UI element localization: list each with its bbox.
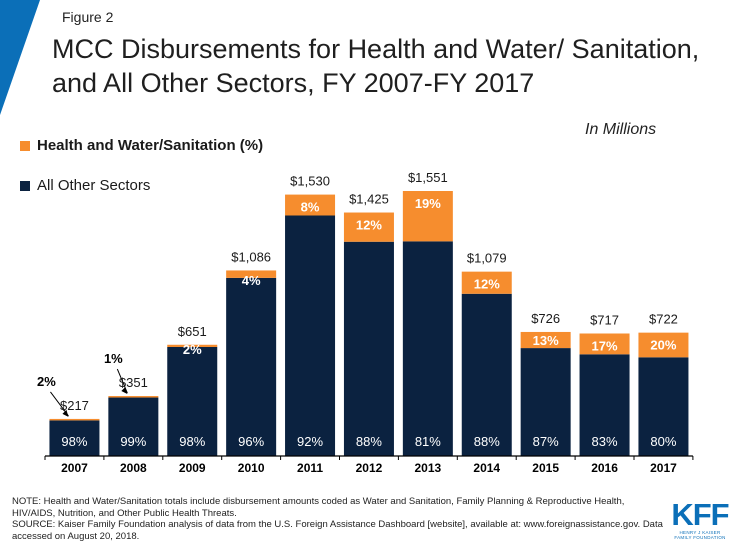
legend-item-health: Health and Water/Sanitation (%)	[20, 137, 263, 154]
bar-other-2013	[402, 241, 453, 456]
label-health-pct-2011: 8%	[301, 200, 320, 215]
bar-other-2008	[108, 397, 159, 456]
label-total-2013: $1,551	[408, 170, 448, 185]
bar-health-2013	[402, 191, 453, 242]
chart-title: MCC Disbursements for Health and Water/ …	[52, 34, 700, 98]
legend-label-other: All Other Sectors	[37, 177, 151, 194]
bar-health-2011	[285, 194, 336, 216]
label-health-pct-2009: 2%	[183, 342, 202, 357]
label-health-pct-2014: 12%	[474, 277, 500, 292]
x-tick-label-2008: 2008	[120, 461, 147, 475]
label-other-pct-2012: 88%	[356, 434, 382, 449]
source-text: SOURCE: Kaiser Family Foundation analysi…	[12, 519, 663, 542]
note-text: NOTE: Health and Water/Sanitation totals…	[12, 496, 625, 519]
label-health-pct-2017: 20%	[650, 338, 676, 353]
label-other-pct-2009: 98%	[179, 434, 205, 449]
x-tick-label-2014: 2014	[473, 461, 500, 475]
x-tick-label-2013: 2013	[414, 461, 441, 475]
label-total-2016: $717	[590, 312, 619, 327]
figure-label: Figure 2	[62, 9, 114, 25]
bar-health-2016	[579, 333, 630, 355]
label-health-pct-2016: 17%	[592, 338, 618, 353]
stacked-bar-chart: 98% 2% $217 2007 99% 1% $351 2008 98% 2% $651 2009 9…	[37, 170, 694, 475]
kff-logo: KFF HENRY J KAISER FAMILY FOUNDATION	[670, 499, 730, 540]
label-total-2009: $651	[178, 324, 207, 339]
logo-subtitle: HENRY J KAISER FAMILY FOUNDATION	[674, 530, 726, 540]
label-health-pct-2015: 13%	[533, 333, 559, 348]
label-other-pct-2017: 80%	[650, 434, 676, 449]
label-total-2008: $351	[119, 375, 148, 390]
legend-swatch-health	[20, 140, 30, 151]
x-tick-label-2012: 2012	[356, 461, 383, 475]
label-health-pct-2007: 2%	[37, 374, 56, 389]
label-other-pct-2011: 92%	[297, 434, 323, 449]
units-note: In Millions	[585, 121, 657, 138]
bar-other-2009	[167, 346, 218, 456]
label-other-pct-2013: 81%	[415, 434, 441, 449]
bar-other-2011	[285, 215, 336, 456]
footnote: NOTE: Health and Water/Sanitation totals…	[12, 496, 667, 542]
callout-arrow-2007	[62, 409, 69, 417]
x-tick-label-2015: 2015	[532, 461, 559, 475]
bar-other-2012	[343, 241, 394, 456]
x-tick-label-2011: 2011	[297, 461, 323, 475]
label-other-pct-2016: 83%	[592, 434, 618, 449]
label-health-pct-2010: 4%	[242, 273, 261, 288]
bar-health-2007	[49, 418, 100, 421]
legend-swatch-other	[20, 180, 30, 191]
x-tick-label-2007: 2007	[61, 461, 88, 475]
x-tick-label-2009: 2009	[179, 461, 206, 475]
bar-other-2016	[579, 354, 630, 456]
callout-arrow-2008	[121, 387, 128, 395]
bar-health-2009	[167, 344, 218, 347]
bar-health-2014	[461, 271, 512, 294]
bar-health-2017	[638, 332, 689, 358]
x-tick-label-2017: 2017	[650, 461, 677, 475]
label-total-2011: $1,530	[290, 174, 330, 189]
label-other-pct-2007: 98%	[61, 434, 87, 449]
label-total-2007: $217	[60, 398, 89, 413]
x-tick-label-2016: 2016	[591, 461, 618, 475]
label-total-2017: $722	[649, 312, 678, 327]
bar-health-2015	[520, 331, 571, 349]
label-total-2015: $726	[531, 311, 560, 326]
logo-mark: KFF	[671, 497, 729, 532]
label-health-pct-2013: 19%	[415, 196, 441, 211]
label-total-2012: $1,425	[349, 192, 389, 207]
label-total-2010: $1,086	[231, 249, 271, 264]
label-total-2014: $1,079	[467, 251, 507, 266]
legend-item-other: All Other Sectors	[20, 177, 150, 194]
label-other-pct-2010: 96%	[238, 434, 264, 449]
label-other-pct-2015: 87%	[533, 434, 559, 449]
label-health-pct-2008: 1%	[104, 351, 123, 366]
bar-other-2015	[520, 348, 571, 456]
bar-other-2017	[638, 357, 689, 456]
label-health-pct-2012: 12%	[356, 218, 382, 233]
bar-health-2010	[226, 270, 277, 278]
x-tick-label-2010: 2010	[238, 461, 265, 475]
bar-health-2008	[108, 396, 159, 398]
bar-other-2007	[49, 420, 100, 456]
label-other-pct-2008: 99%	[120, 434, 146, 449]
label-other-pct-2014: 88%	[474, 434, 500, 449]
corner-accent	[0, 0, 40, 115]
bar-other-2010	[226, 277, 277, 456]
bar-other-2014	[461, 293, 512, 456]
legend-label-health: Health and Water/Sanitation (%)	[37, 137, 264, 154]
bar-health-2012	[343, 212, 394, 242]
